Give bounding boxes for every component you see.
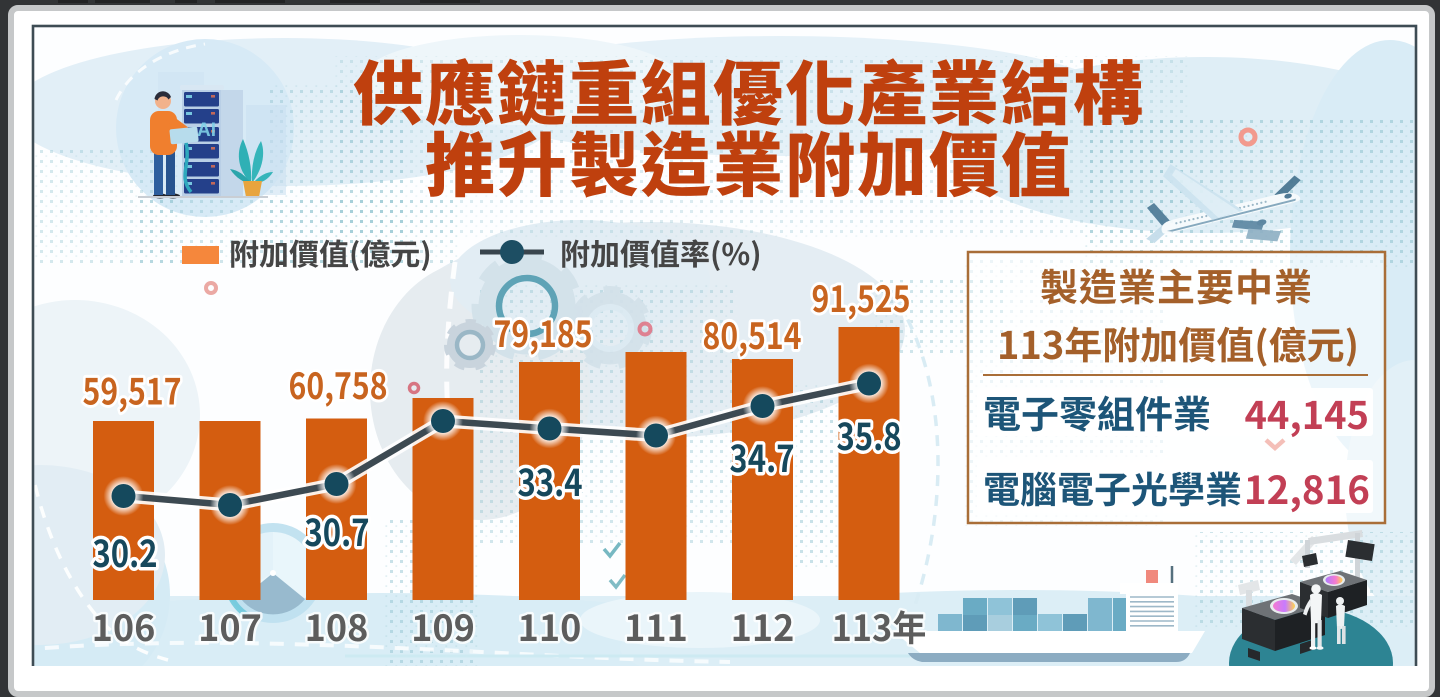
svg-text:AI: AI xyxy=(197,120,216,141)
